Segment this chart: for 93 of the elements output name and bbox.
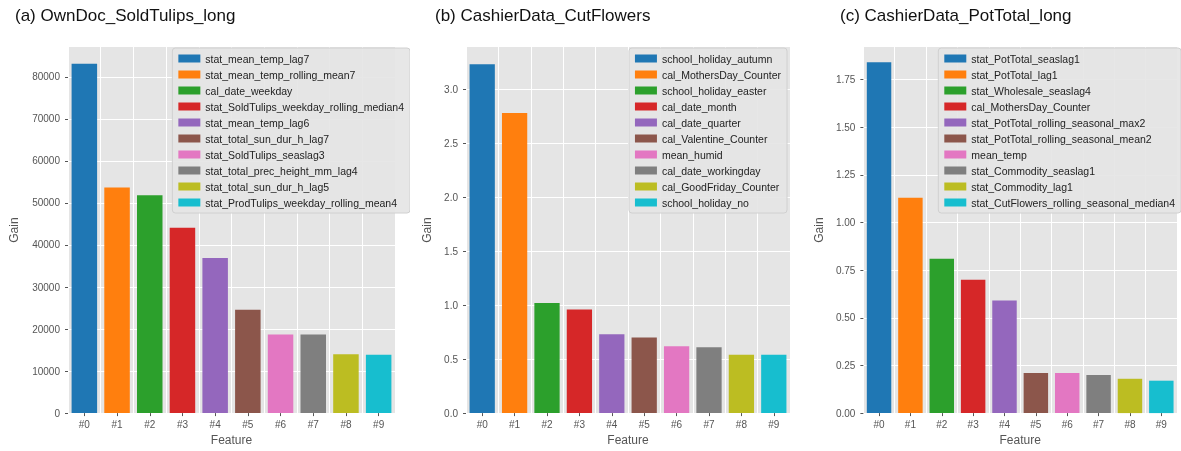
legend-label: cal_MothersDay_Counter (971, 100, 1091, 113)
y-tick-label: 50000 (32, 197, 61, 209)
legend-label: stat_mean_temp_lag6 (205, 116, 310, 129)
x-tick-label: #9 (373, 418, 385, 430)
y-tick-label: 3.0 (444, 83, 459, 95)
legend-label: stat_PotTotal_rolling_seasonal_max2 (971, 116, 1146, 129)
y-tick-label: 10000 (32, 365, 61, 377)
y-axis-title: Gain (7, 217, 21, 243)
y-tick-label: 30000 (32, 281, 61, 293)
x-tick-label: #4 (606, 418, 618, 430)
y-tick-label: 1.00 (835, 216, 856, 228)
legend-label: school_holiday_easter (661, 84, 767, 97)
x-tick-label: #4 (998, 418, 1011, 430)
x-axis-title: Feature (607, 433, 649, 447)
x-tick-label: #2 (144, 418, 156, 430)
x-tick-label: #6 (1061, 418, 1074, 430)
x-tick-label: #3 (176, 418, 189, 430)
legend-label: stat_mean_temp_rolling_mean7 (205, 68, 356, 81)
y-tick-label: 60000 (32, 155, 61, 167)
x-tick-label: #6 (274, 418, 287, 430)
x-tick-label: #5 (638, 418, 651, 430)
y-tick-label: 70000 (32, 113, 61, 125)
x-tick-label: #6 (671, 418, 683, 430)
x-tick-label: #0 (78, 418, 91, 430)
legend-label: cal_date_weekday (205, 84, 294, 97)
x-tick-label: #9 (768, 418, 780, 430)
y-tick-label: 1.50 (835, 121, 856, 133)
x-tick-label: #9 (1155, 418, 1168, 430)
legend-label: stat_Commodity_seaslag1 (971, 164, 1096, 177)
x-tick-label: #2 (936, 418, 948, 430)
y-tick-label: 0 (54, 407, 61, 419)
x-tick-label: #4 (209, 418, 222, 430)
y-axis-title: Gain (420, 217, 435, 243)
y-tick-label: 1.25 (835, 169, 856, 181)
chart-title: (c) CashierData_PotTotal_long (840, 6, 1072, 25)
x-tick-label: #3 (573, 418, 586, 430)
legend-label: stat_PotTotal_lag1 (971, 68, 1058, 81)
legend-label: stat_mean_temp_lag7 (205, 52, 310, 65)
y-tick-label: 2.0 (444, 191, 459, 203)
x-tick-label: #3 (967, 418, 980, 430)
legend-label: cal_MothersDay_Counter (661, 68, 782, 81)
y-tick-label: 0.75 (835, 264, 856, 276)
x-tick-label: #8 (1124, 418, 1136, 430)
y-tick-label: 0.00 (835, 407, 856, 419)
legend-label: stat_total_prec_height_mm_lag4 (205, 164, 358, 177)
x-tick-label: #0 (873, 418, 886, 430)
x-tick-label: #7 (307, 418, 320, 430)
x-tick-label: #8 (340, 418, 352, 430)
x-tick-label: #7 (703, 418, 715, 430)
legend-label: stat_Wholesale_seaslag4 (971, 84, 1092, 97)
x-tick-label: #5 (242, 418, 254, 430)
x-tick-label: #7 (1093, 418, 1105, 430)
legend-label: school_holiday_no (661, 196, 750, 209)
legend-label: cal_GoodFriday_Counter (661, 180, 780, 193)
legend-label: cal_Valentine_Counter (661, 132, 768, 145)
y-tick-label: 0.5 (444, 353, 459, 365)
x-axis-title: Feature (210, 433, 253, 447)
legend-label: mean_humid (661, 148, 723, 161)
y-tick-label: 0.50 (835, 312, 856, 324)
chart-title: (b) CashierData_CutFlowers (435, 6, 651, 25)
legend-label: stat_PotTotal_seaslag1 (971, 52, 1081, 65)
x-tick-label: #8 (735, 418, 748, 430)
y-tick-label: 20000 (32, 323, 61, 335)
y-tick-label: 2.5 (444, 137, 459, 149)
legend-label: stat_total_sun_dur_h_lag7 (205, 132, 330, 145)
y-tick-label: 80000 (32, 71, 61, 83)
legend-label: stat_SoldTulips_weekday_rolling_median4 (205, 100, 405, 113)
y-tick-label: 1.75 (835, 73, 856, 85)
chart-title: (a) OwnDoc_SoldTulips_long (15, 6, 236, 25)
y-tick-label: 1.5 (444, 245, 459, 257)
x-tick-label: #1 (904, 418, 917, 430)
y-tick-label: 0.25 (835, 359, 856, 371)
x-tick-label: #1 (111, 418, 124, 430)
legend-label: school_holiday_autumn (661, 52, 773, 65)
y-tick-label: 40000 (32, 239, 61, 251)
legend-label: stat_CutFlowers_rolling_seasonal_median4 (971, 196, 1176, 209)
x-tick-label: #0 (476, 418, 489, 430)
legend-label: cal_date_workingday (661, 164, 762, 177)
y-tick-label: 0.0 (444, 407, 459, 419)
y-tick-label: 1.0 (444, 299, 459, 311)
legend-label: cal_date_quarter (661, 116, 742, 129)
x-tick-label: #1 (509, 418, 521, 430)
y-axis-title: Gain (812, 217, 826, 243)
x-axis-title: Feature (999, 433, 1042, 447)
legend-label: stat_Commodity_lag1 (971, 180, 1074, 193)
x-tick-label: #5 (1030, 418, 1042, 430)
legend-label: stat_ProdTulips_weekday_rolling_mean4 (205, 196, 398, 209)
legend-label: stat_total_sun_dur_h_lag5 (205, 180, 330, 193)
legend-label: cal_date_month (661, 100, 737, 113)
legend-label: mean_temp (971, 148, 1027, 161)
legend-label: stat_PotTotal_rolling_seasonal_mean2 (971, 132, 1152, 145)
legend-label: stat_SoldTulips_seaslag3 (205, 148, 325, 161)
x-tick-label: #2 (541, 418, 553, 430)
